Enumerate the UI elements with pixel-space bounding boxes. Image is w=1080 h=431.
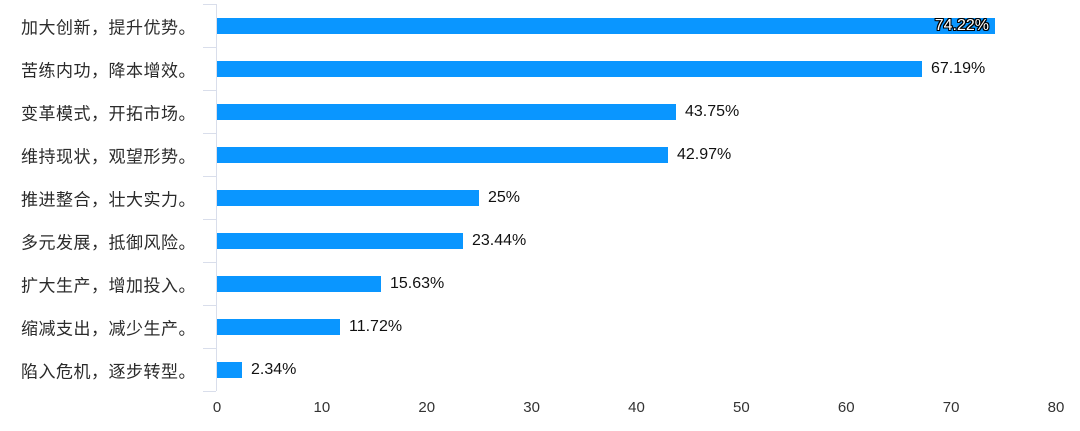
y-axis-tick [203, 348, 216, 349]
bar-row: 缩减支出，减少生产。 11.72% [0, 305, 1080, 348]
bar-row: 推进整合，壮大实力。 25% [0, 176, 1080, 219]
bar[interactable] [217, 17, 995, 34]
value-label: 11.72% [349, 317, 403, 335]
category-label: 维持现状，观望形势。 [21, 147, 196, 166]
y-axis-tick [203, 262, 216, 263]
value-label: 23.44% [472, 231, 527, 249]
y-axis-line [216, 4, 217, 391]
bar-row: 加大创新，提升优势。 74.22% [0, 4, 1080, 47]
value-label: 15.63% [390, 274, 445, 292]
bar[interactable] [217, 361, 242, 378]
value-label: 2.34% [251, 360, 297, 378]
value-label: 43.75% [685, 102, 740, 120]
y-axis-tick [203, 133, 216, 134]
bar-row: 苦练内功，降本增效。 67.19% [0, 47, 1080, 90]
bar-row: 多元发展，抵御风险。 23.44% [0, 219, 1080, 262]
bar[interactable] [217, 232, 463, 249]
value-label: 74.22% [934, 16, 989, 34]
category-label: 扩大生产，增加投入。 [21, 276, 196, 295]
bar[interactable] [217, 146, 668, 163]
category-label: 变革模式，开拓市场。 [21, 104, 196, 123]
category-label: 多元发展，抵御风险。 [21, 233, 196, 252]
x-axis-tick-label: 40 [628, 399, 645, 416]
y-axis-tick [203, 47, 216, 48]
y-axis-tick [203, 219, 216, 220]
bar[interactable] [217, 275, 381, 292]
bar[interactable] [217, 189, 479, 206]
y-axis-tick [203, 391, 216, 392]
category-label: 缩减支出，减少生产。 [21, 319, 196, 338]
x-axis-tick-label: 50 [733, 399, 750, 416]
bar[interactable] [217, 60, 922, 77]
x-axis-tick-label: 0 [212, 399, 222, 416]
x-axis-tick-label: 10 [313, 399, 331, 416]
bar-row: 扩大生产，增加投入。 15.63% [0, 262, 1080, 305]
y-axis-tick [203, 305, 216, 306]
category-label: 陷入危机，逐步转型。 [21, 362, 196, 381]
bar[interactable] [217, 103, 676, 120]
x-axis-tick-label: 30 [523, 399, 540, 416]
bar-row: 陷入危机，逐步转型。 2.34% [0, 348, 1080, 391]
x-axis-tick-label: 60 [837, 399, 855, 416]
value-label: 25% [488, 188, 521, 206]
x-axis-tick-label: 80 [1047, 399, 1065, 416]
value-label: 67.19% [931, 59, 986, 77]
value-label: 42.97% [677, 145, 732, 163]
bar-row: 变革模式，开拓市场。 43.75% [0, 90, 1080, 133]
y-axis-tick [203, 90, 216, 91]
category-label: 苦练内功，降本增效。 [21, 61, 196, 80]
x-axis-tick-label: 20 [418, 399, 436, 416]
category-label: 推进整合，壮大实力。 [21, 190, 196, 209]
bar-row: 维持现状，观望形势。 42.97% [0, 133, 1080, 176]
y-axis-tick [203, 176, 216, 177]
x-axis-tick-label: 70 [942, 399, 960, 416]
y-axis-tick [203, 4, 216, 5]
bar[interactable] [217, 318, 340, 335]
category-label: 加大创新，提升优势。 [21, 18, 196, 37]
